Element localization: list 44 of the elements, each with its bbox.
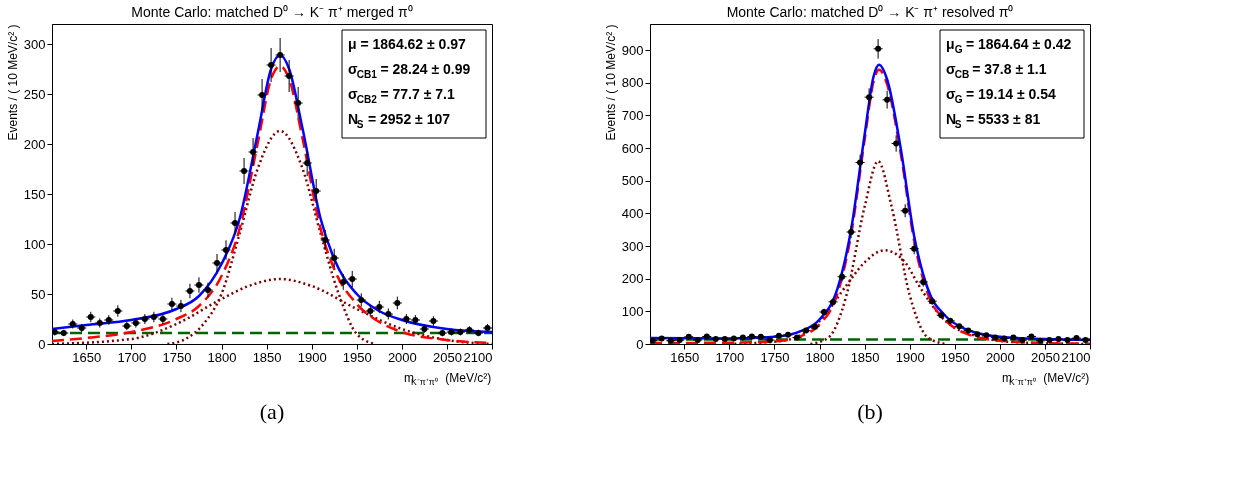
y-tick-label: 500 — [621, 173, 644, 189]
y-tick-label: 600 — [621, 140, 644, 156]
y-tick-label: 200 — [23, 136, 46, 152]
x-tick-label: 2000 — [985, 349, 1015, 365]
x-tick-label: 1800 — [207, 349, 237, 365]
y-axis-title: Events / ( 10 MeV/c² ) — [603, 24, 618, 141]
y-tick-label: 0 — [38, 336, 46, 352]
x-tick-label: 1650 — [72, 349, 102, 365]
y-tick-label: 800 — [621, 75, 644, 91]
x-tick-label: 1950 — [342, 349, 372, 365]
x-tick-label: 1900 — [895, 349, 925, 365]
x-tick-label: 1950 — [940, 349, 970, 365]
x-tick-label: 2100 — [1061, 349, 1091, 365]
annotation: μ = 1864.62 ± 0.97 — [348, 36, 467, 52]
y-tick-label: 150 — [23, 186, 46, 202]
x-tick-label: 1650 — [670, 349, 700, 365]
x-tick-label: 1850 — [850, 349, 880, 365]
y-tick-label: 300 — [23, 36, 46, 52]
x-tick-label: 1700 — [117, 349, 147, 365]
y-tick-label: 700 — [621, 107, 644, 123]
x-tick-label: 1900 — [297, 349, 327, 365]
y-tick-label: 400 — [621, 205, 644, 221]
x-tick-label: 1850 — [252, 349, 282, 365]
chart-title: Monte Carlo: matched D⁰ → K⁻ π⁺ merged π⁰ — [131, 4, 413, 20]
x-tick-label: 2100 — [463, 349, 493, 365]
y-tick-label: 200 — [621, 271, 644, 287]
x-tick-label: 1700 — [715, 349, 745, 365]
y-axis-title: Events / ( 10 MeV/c² ) — [5, 24, 20, 141]
y-tick-label: 50 — [31, 286, 46, 302]
y-tick-label: 250 — [23, 86, 46, 102]
x-tick-label: 2050 — [1030, 349, 1060, 365]
y-tick-label: 100 — [23, 236, 46, 252]
text: (a) — [259, 399, 285, 424]
x-tick-label: 2050 — [432, 349, 462, 365]
y-tick-label: 100 — [621, 303, 644, 319]
chart-title: Monte Carlo: matched D⁰ → K⁻ π⁺ resolved π⁰ — [726, 4, 1014, 20]
y-tick-label: 300 — [621, 238, 644, 254]
x-tick-label: 1750 — [162, 349, 192, 365]
x-tick-label: 1750 — [760, 349, 790, 365]
x-tick-label: 1800 — [805, 349, 835, 365]
y-tick-label: 900 — [621, 42, 644, 58]
y-tick-label: 0 — [636, 336, 644, 352]
text: (b) — [857, 399, 883, 424]
x-tick-label: 2000 — [387, 349, 417, 365]
